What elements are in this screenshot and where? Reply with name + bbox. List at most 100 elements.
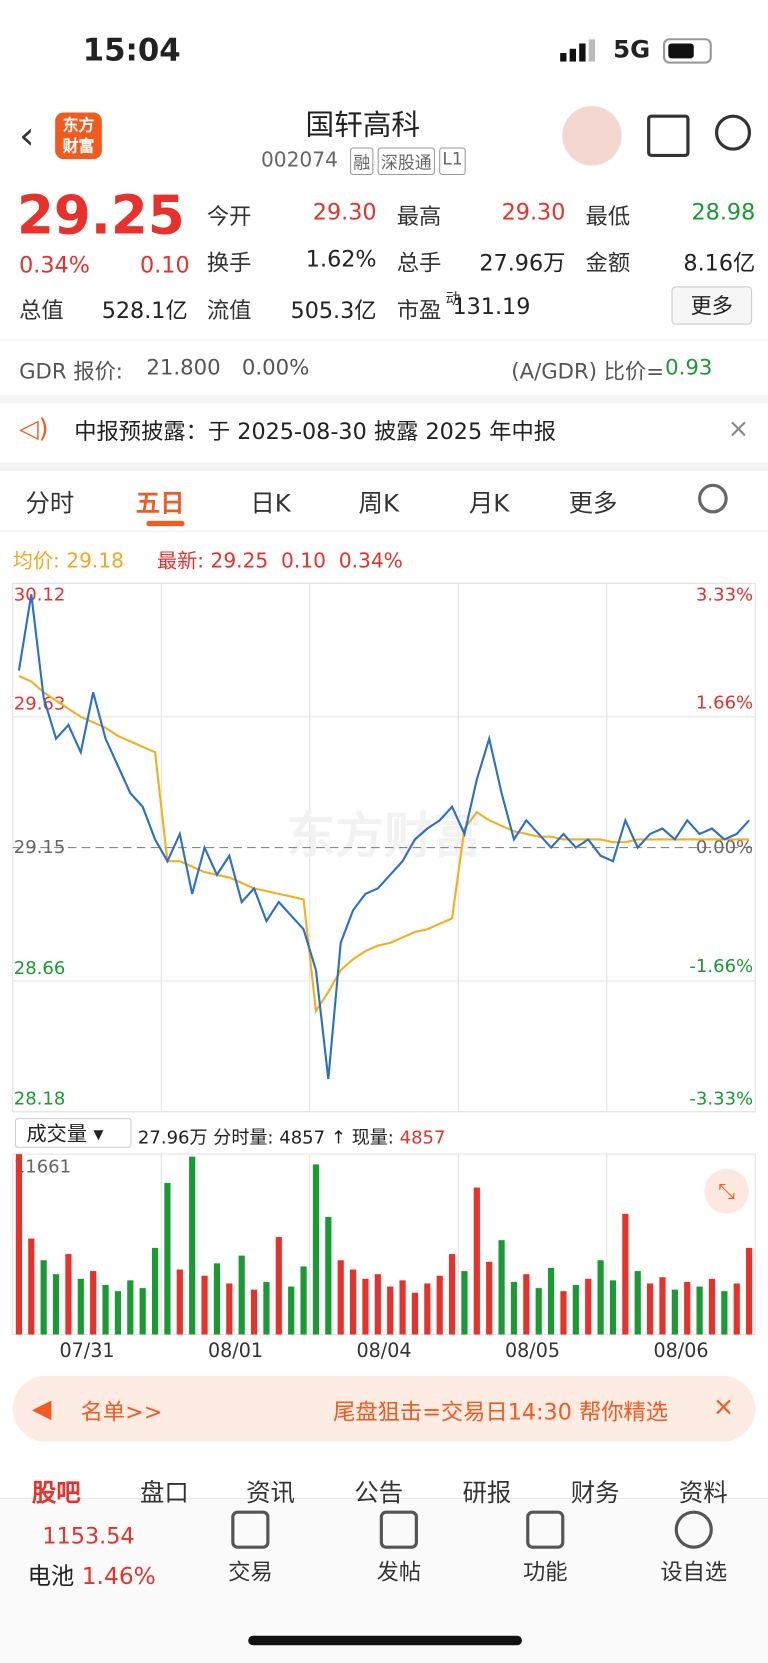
promo-right: 尾盘狙击=交易日14:30 帮你精选 [333, 1399, 669, 1425]
stat-label: 最低 [585, 203, 631, 230]
volume-bar [275, 1237, 282, 1335]
y-tick-label: 28.66 [14, 958, 66, 979]
volume-bar [312, 1164, 320, 1335]
sub-tab[interactable]: 资讯 [246, 1479, 295, 1508]
sub-tab[interactable]: 公告 [354, 1479, 404, 1508]
expand-button[interactable]: ⤡ [704, 1169, 749, 1214]
volume-bar [52, 1274, 60, 1335]
volume-bar [349, 1269, 357, 1335]
bottom-bar [0, 1497, 768, 1663]
last-legend: 最新: 29.25 0.10 0.34% [157, 545, 403, 574]
tab-indicator [146, 520, 185, 527]
volume-bar [721, 1291, 728, 1335]
chart-tab[interactable]: 周K [358, 490, 399, 518]
sub-tab[interactable]: 资料 [678, 1479, 728, 1508]
settings-button[interactable] [698, 483, 728, 514]
volume-bar [535, 1288, 542, 1335]
sub-tab[interactable]: 盘口 [140, 1479, 189, 1508]
tag: 融 [350, 147, 374, 176]
sub-tab[interactable]: 股吧 [31, 1479, 81, 1508]
volume-bar [473, 1187, 480, 1335]
share-button[interactable] [647, 114, 690, 157]
volume-frame [12, 1153, 756, 1336]
gdr-ratio-label: (A/GDR) 比价= [511, 358, 664, 385]
volume-bar [461, 1271, 468, 1335]
volume-bar [510, 1281, 518, 1335]
nav-label[interactable]: 交易 [228, 1559, 273, 1585]
x-tick-label: 08/04 [357, 1339, 412, 1362]
search-button[interactable] [714, 114, 752, 151]
volume-bar [28, 1238, 35, 1335]
stock-title: 国轩高科 [305, 109, 421, 143]
sector: 电池 1.46% [28, 1557, 156, 1591]
volume-bar [399, 1280, 406, 1335]
chart-tab[interactable]: 月K [468, 490, 510, 518]
volume-bar [659, 1277, 666, 1335]
last-pct: 0.34% [338, 549, 403, 573]
assistant-avatar[interactable] [562, 106, 622, 166]
stat-value: 8.16亿 [683, 250, 756, 276]
volume-bar [288, 1286, 295, 1335]
sub-tab[interactable]: 研报 [462, 1479, 512, 1508]
volume-bar [325, 1216, 332, 1335]
stat-label: 流值 [206, 298, 252, 324]
y-tick-label: 30.12 [14, 585, 66, 606]
volume-bar [250, 1289, 258, 1335]
volume-bar [114, 1291, 122, 1335]
stat-sup: 动 [445, 290, 461, 308]
price: 29.25 [16, 184, 185, 247]
signal-icon [560, 39, 598, 62]
chart-tab[interactable]: 更多 [568, 490, 618, 518]
volume-total: 27.96万 [137, 1127, 208, 1149]
stat-value: 528.1亿 [101, 298, 188, 324]
sub-tab[interactable]: 财务 [570, 1479, 620, 1508]
nav-icon[interactable] [379, 1510, 418, 1549]
speaker-icon: ◁) [19, 413, 49, 444]
volume-bar [40, 1260, 47, 1335]
x-tick-label: 08/06 [654, 1339, 709, 1362]
chart-tab[interactable]: 五日 [135, 490, 185, 518]
nav-icon[interactable] [231, 1510, 270, 1549]
volume-bar [746, 1247, 753, 1335]
stat-value: 28.98 [691, 199, 756, 225]
y2-tick-label: -3.33% [689, 1088, 753, 1109]
nav-icon[interactable] [526, 1510, 565, 1549]
back-button[interactable]: ‹ [19, 114, 35, 159]
x-tick-label: 08/05 [505, 1339, 560, 1362]
volume-selector[interactable]: 成交量 ▾ [14, 1118, 132, 1148]
gdr-price: 21.800 [146, 354, 221, 380]
close-notice[interactable]: × [727, 413, 750, 444]
nav-icon[interactable] [674, 1510, 713, 1549]
tag: L1 [439, 147, 466, 176]
chart-tab[interactable]: 分时 [25, 490, 75, 518]
volume-bar [696, 1286, 703, 1335]
stat-value: 29.30 [501, 199, 566, 225]
last-change: 0.10 [281, 549, 326, 573]
volume-bar [671, 1289, 678, 1335]
gdr-label: GDR 报价: [19, 358, 123, 385]
gdr-pct: 0.00% [241, 354, 310, 380]
y-tick-label: 28.18 [14, 1088, 66, 1109]
volume-bar [176, 1269, 183, 1335]
stat-label: 金额 [585, 250, 631, 276]
nav-label[interactable]: 发帖 [376, 1559, 422, 1585]
clock: 15:04 [82, 31, 181, 68]
volume-bar [498, 1240, 505, 1335]
notice-bar[interactable] [0, 394, 768, 463]
nav-label[interactable]: 设自选 [660, 1559, 728, 1585]
stat-label: 今开 [206, 203, 252, 230]
promo-close[interactable]: × [712, 1391, 735, 1422]
volume-bar [151, 1247, 159, 1335]
stock-tags: 融深股通 L1 [350, 147, 466, 176]
stat-value: 29.30 [312, 199, 377, 225]
period-label: 分时量: [213, 1127, 274, 1149]
more-button[interactable]: 更多 [671, 286, 753, 325]
volume-info: 27.96万 分时量: 4857 ↑ 现量: 4857 [137, 1127, 446, 1149]
promo-banner[interactable] [12, 1375, 756, 1442]
chart: 东方财富 30.12 29.63 29.15 28.66 28.18 3.33% 1.66% 0… [12, 582, 756, 1362]
chart-tab[interactable]: 日K [250, 490, 291, 518]
stat-label: 市盈 [396, 298, 442, 324]
nav-label[interactable]: 功能 [522, 1559, 568, 1585]
volume-bar [65, 1254, 72, 1335]
